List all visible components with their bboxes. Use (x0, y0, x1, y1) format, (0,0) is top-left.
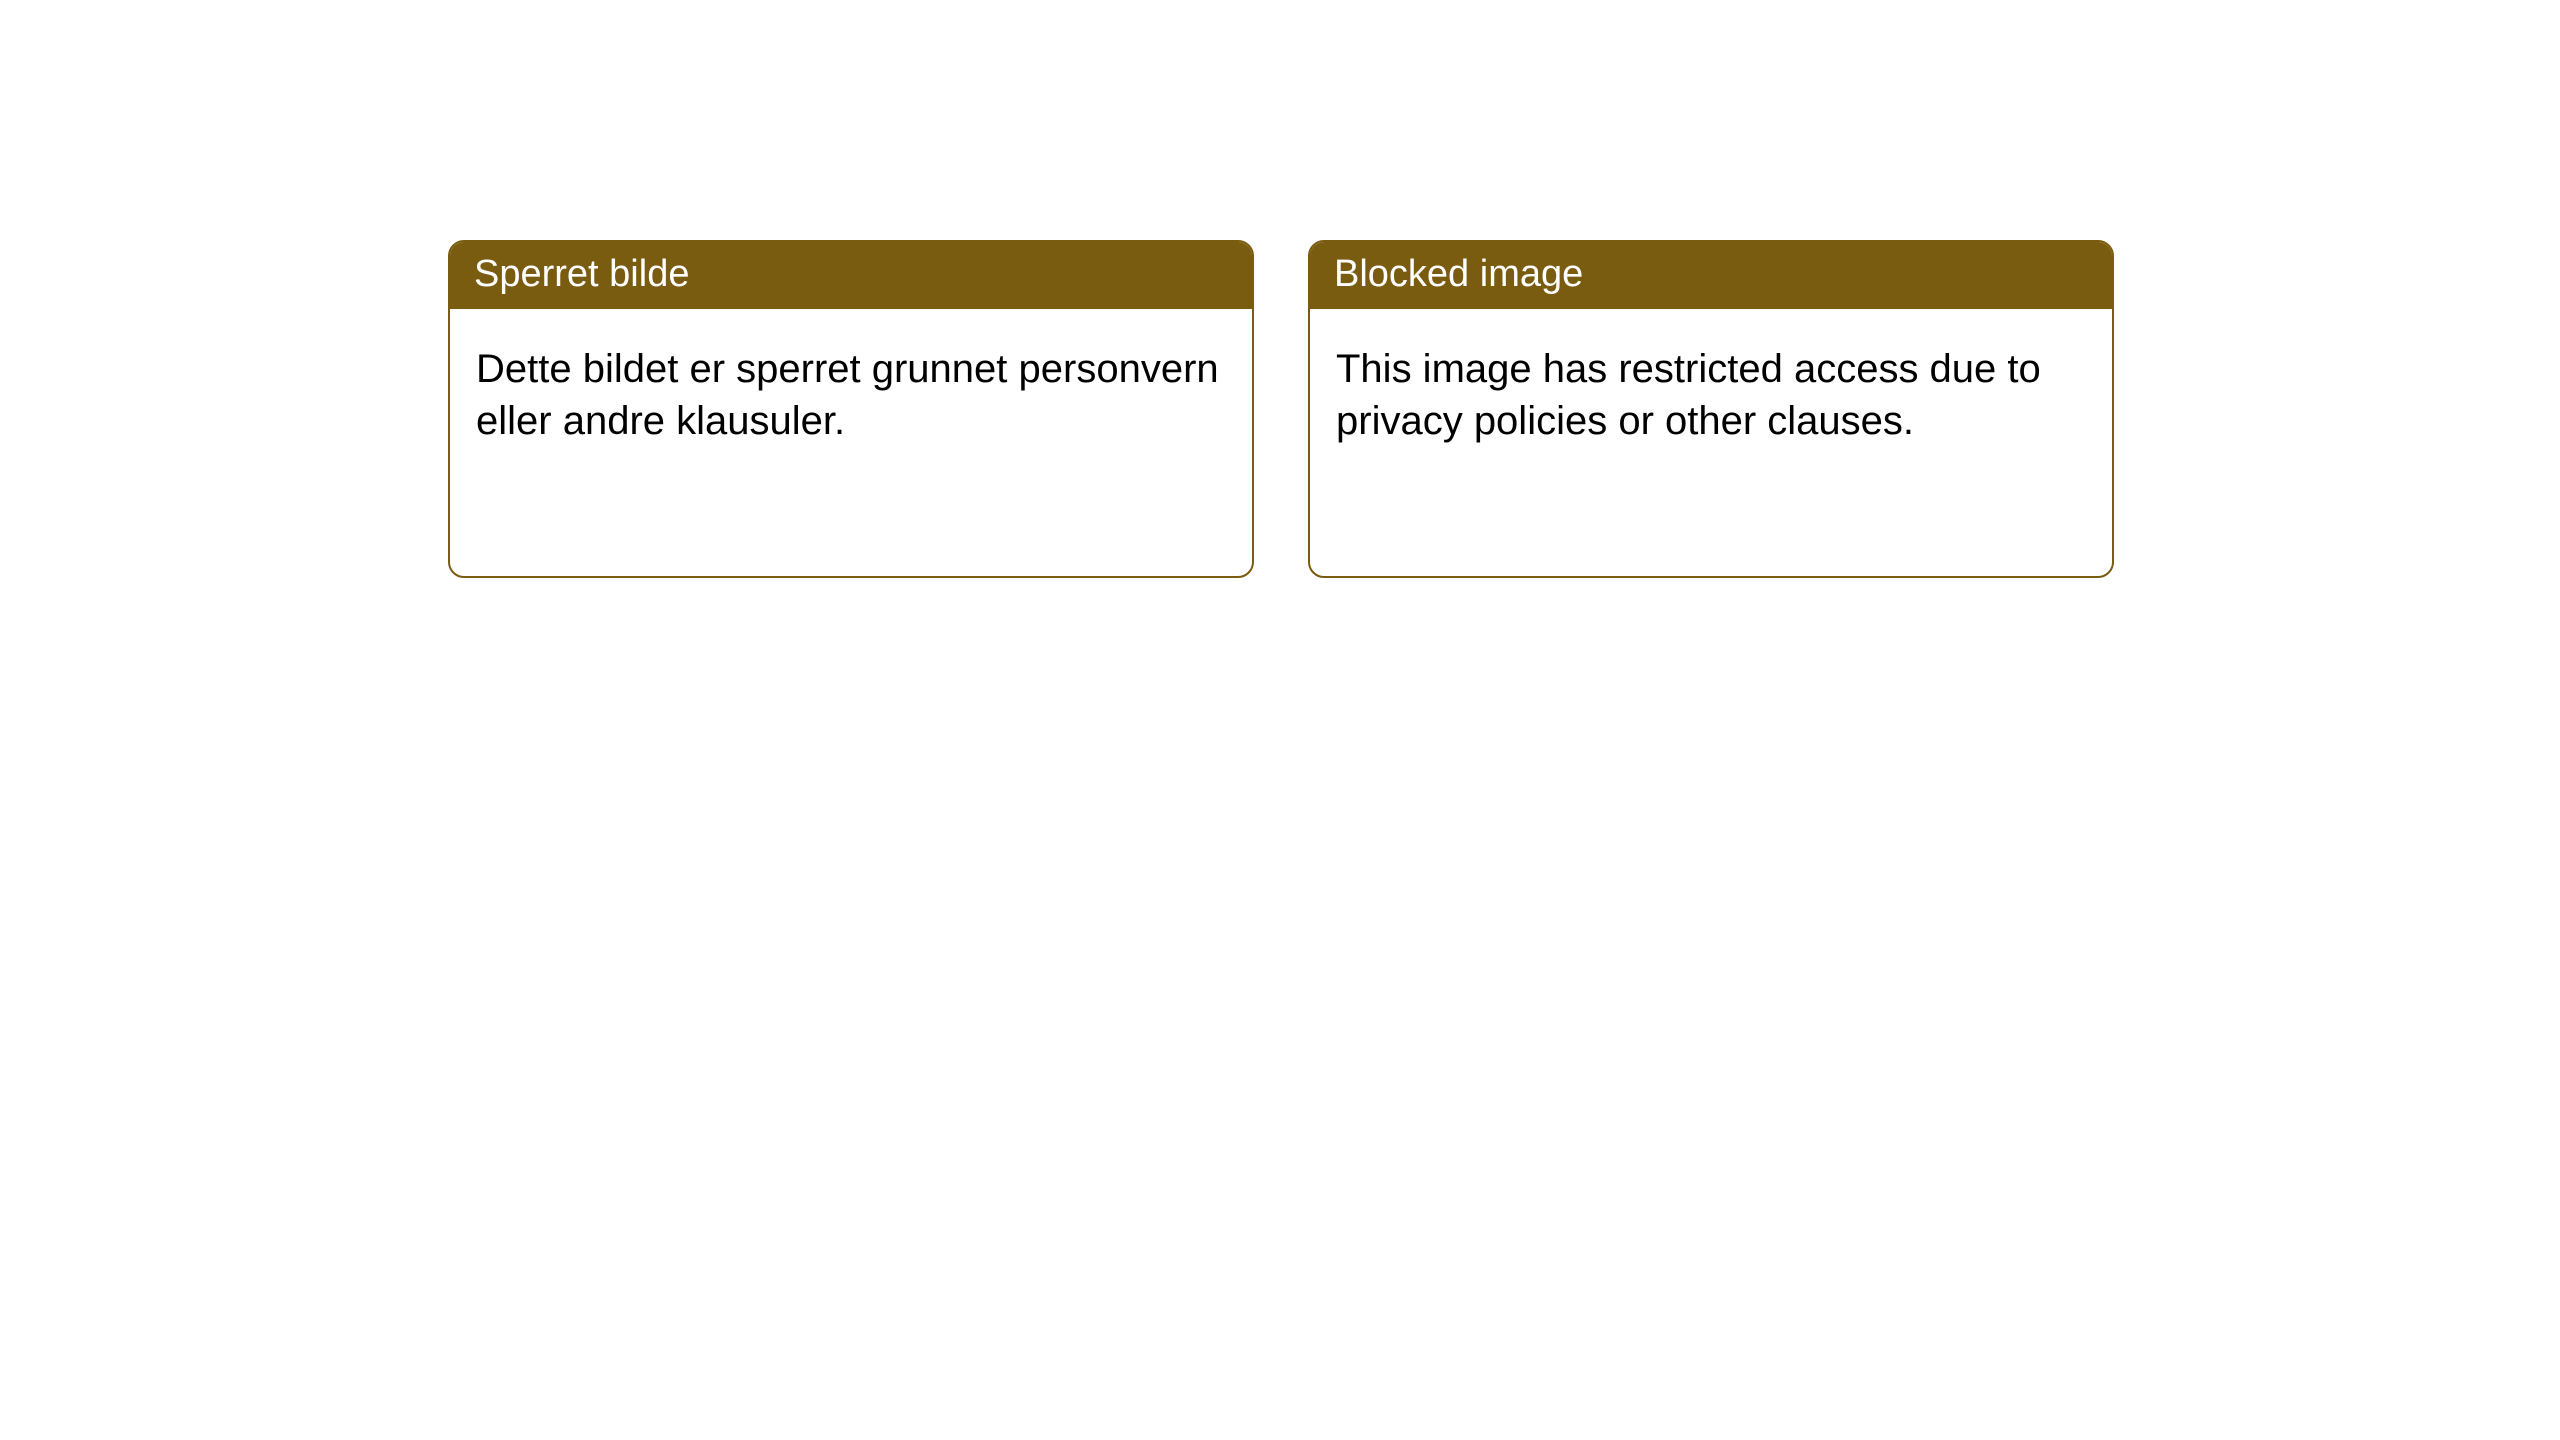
notice-body-no: Dette bildet er sperret grunnet personve… (450, 309, 1252, 481)
notice-card-no: Sperret bilde Dette bildet er sperret gr… (448, 240, 1254, 578)
notice-header-en: Blocked image (1310, 242, 2112, 309)
notice-card-en: Blocked image This image has restricted … (1308, 240, 2114, 578)
notice-body-en: This image has restricted access due to … (1310, 309, 2112, 481)
notice-header-no: Sperret bilde (450, 242, 1252, 309)
notice-container: Sperret bilde Dette bildet er sperret gr… (0, 0, 2560, 578)
